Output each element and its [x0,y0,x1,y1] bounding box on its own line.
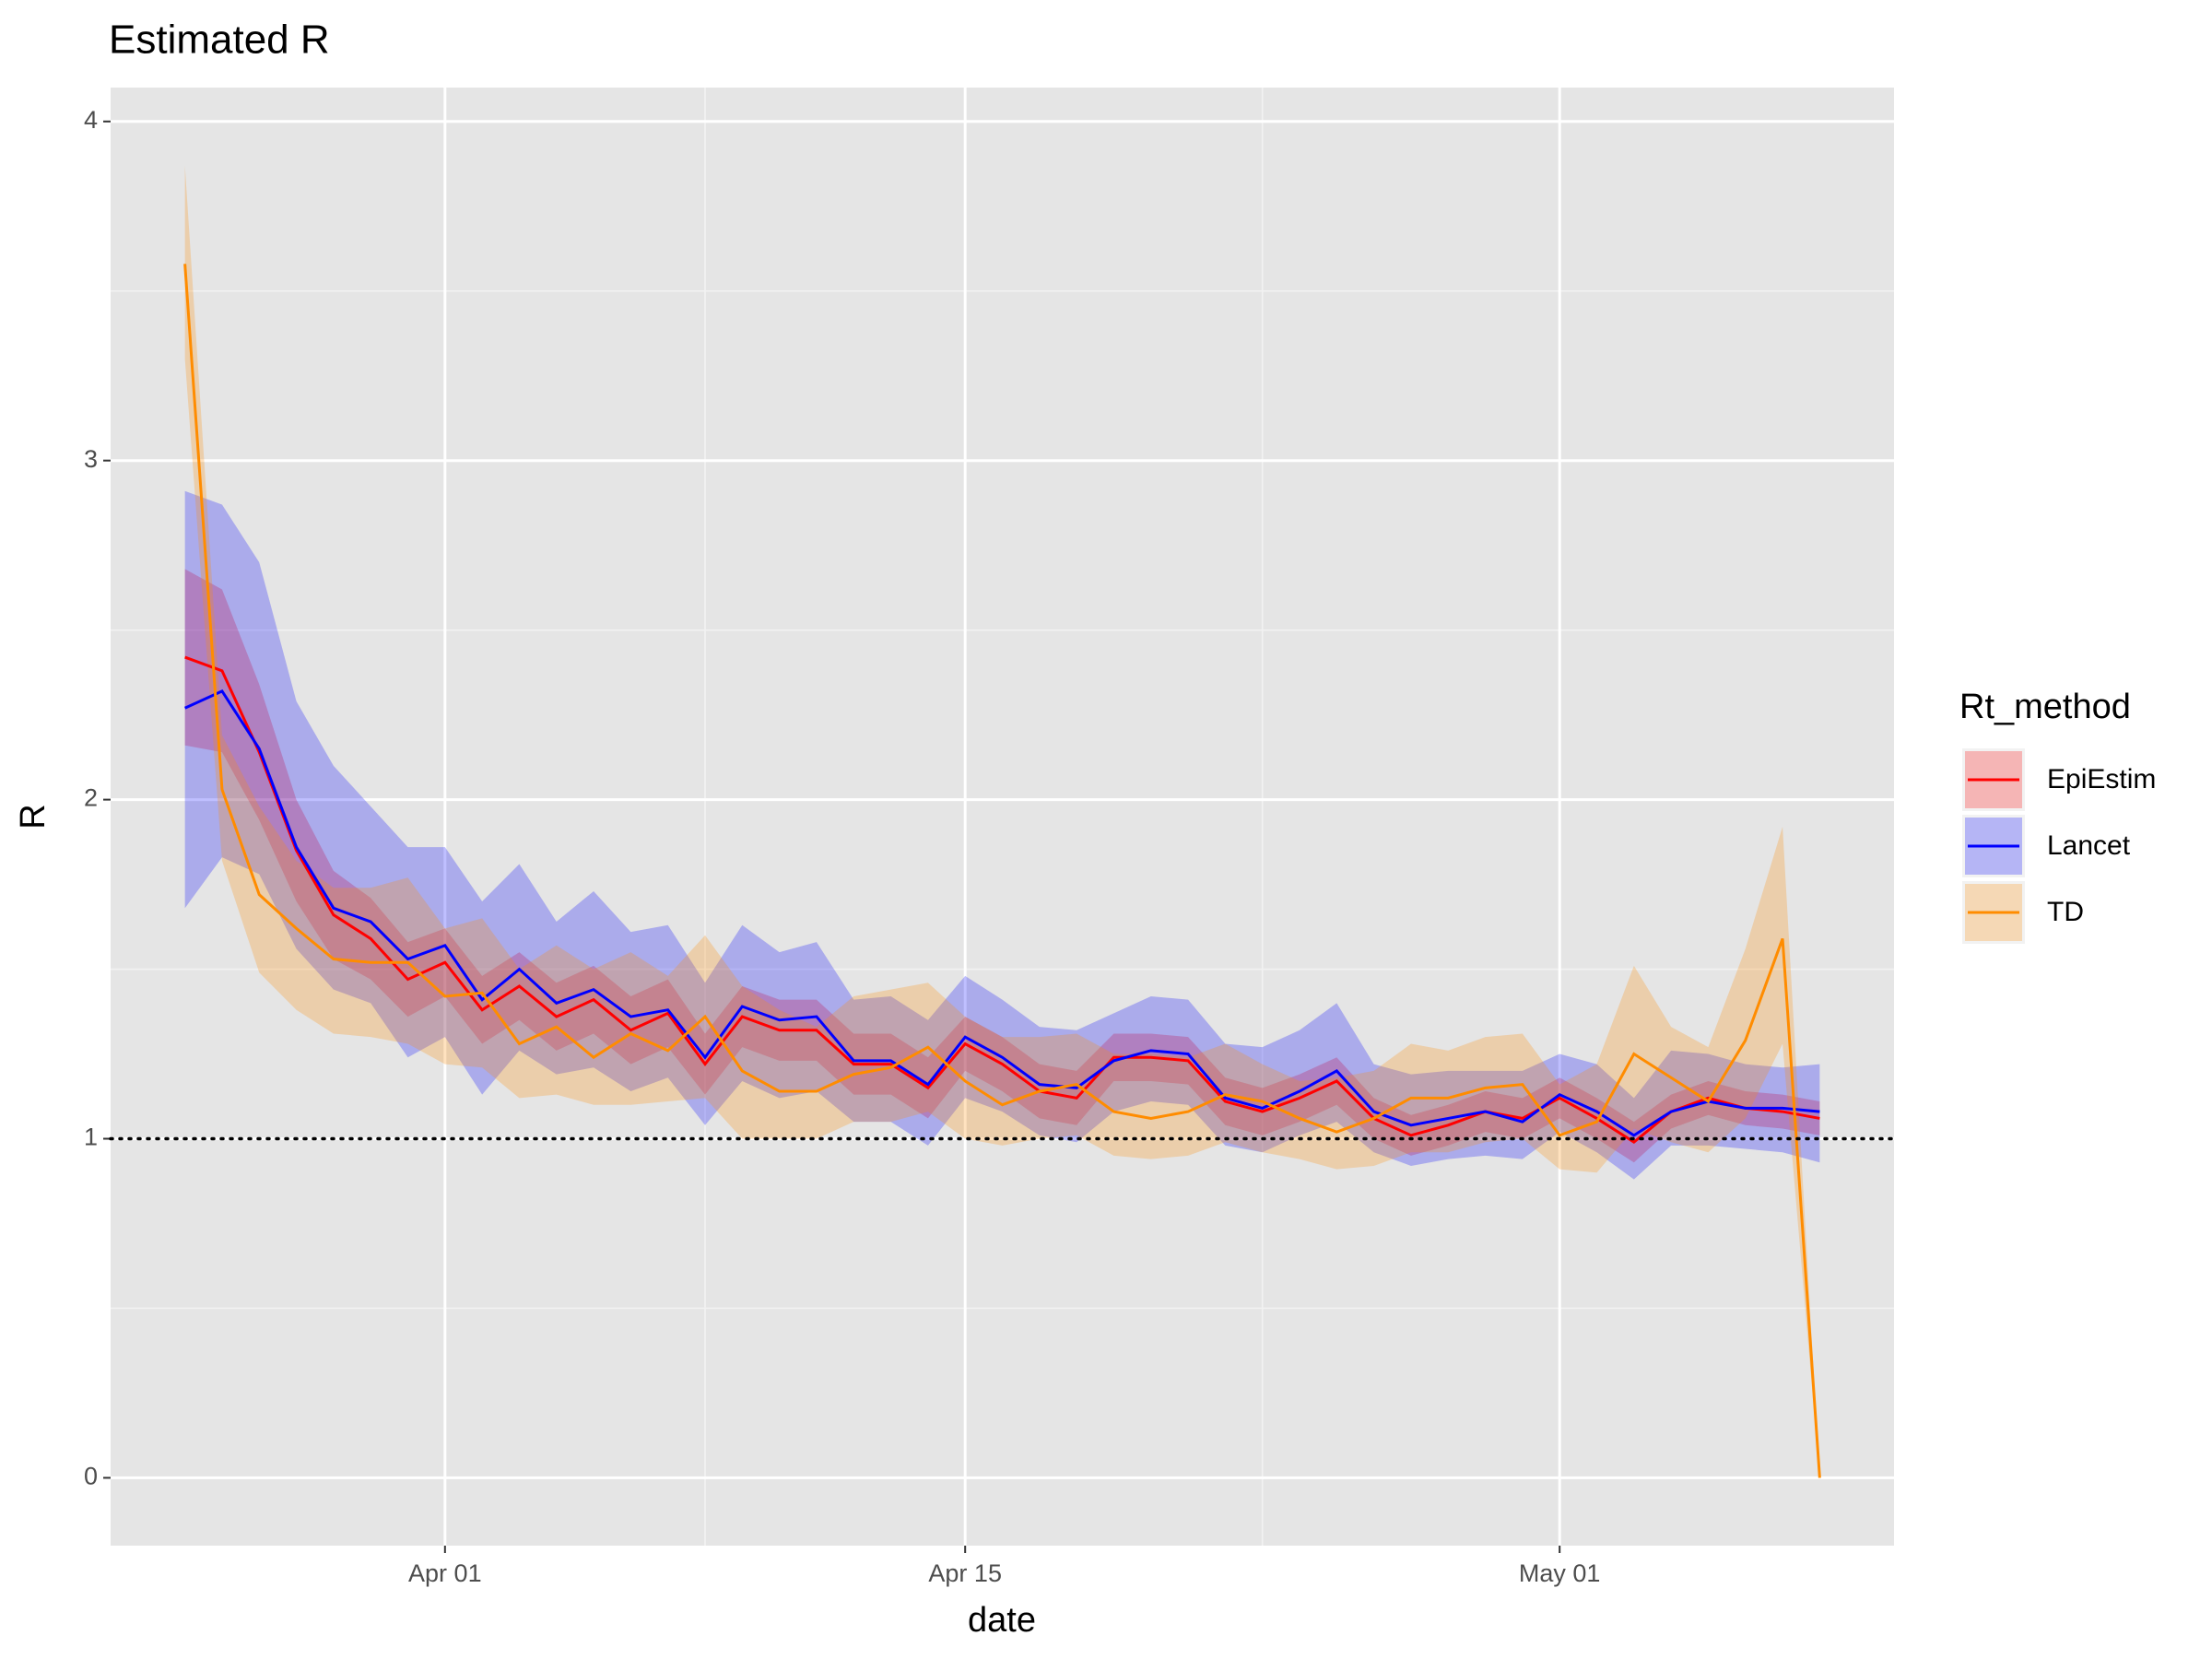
legend-title: Rt_method [1959,688,2131,726]
panel [111,88,1894,1546]
legend-label: TD [2047,897,2084,927]
ribbon [184,165,1820,1478]
x-tick-label: Apr 15 [928,1559,1002,1587]
legend-label: EpiEstim [2047,764,2156,794]
x-axis-title: date [968,1601,1036,1640]
y-tick-label: 1 [84,1124,98,1151]
legend-label: Lancet [2047,830,2131,861]
line [184,688,1820,1137]
x-tick-label: Apr 01 [408,1559,482,1587]
ribbon [184,569,1820,1163]
y-tick-label: 4 [84,106,98,134]
y-axis-title: R [14,804,53,829]
x-tick-label: May 01 [1519,1559,1601,1587]
y-tick-label: 0 [84,1463,98,1490]
chart-title: Estimated R [109,18,330,63]
line [183,264,1821,1478]
ribbon [184,490,1820,1180]
y-tick-label: 3 [84,445,98,473]
y-tick-label: 2 [84,784,98,812]
